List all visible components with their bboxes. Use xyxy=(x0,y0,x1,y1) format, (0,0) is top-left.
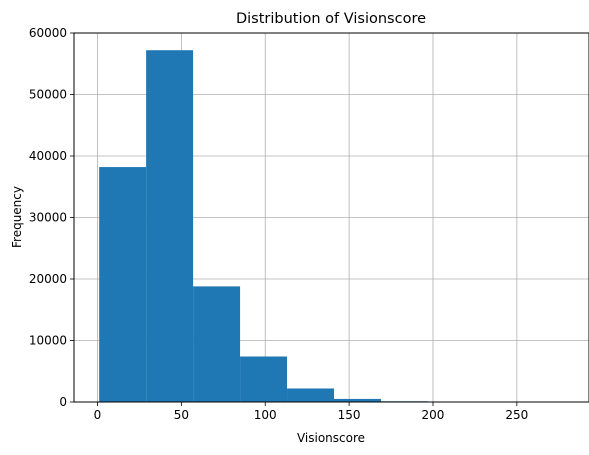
histogram-bars xyxy=(99,50,569,402)
histogram-bar xyxy=(240,356,288,402)
histogram-bar xyxy=(146,50,194,402)
x-tick-label: 150 xyxy=(338,408,361,422)
y-tick-label: 30000 xyxy=(29,211,67,225)
x-tick-label: 100 xyxy=(254,408,277,422)
histogram-bar xyxy=(193,286,241,402)
x-tick-label: 250 xyxy=(505,408,528,422)
histogram-bar xyxy=(287,388,335,402)
chart-title: Distribution of Visionscore xyxy=(236,11,426,27)
x-tick-label: 0 xyxy=(94,408,102,422)
y-tick-label: 10000 xyxy=(29,334,67,348)
y-axis-label: Frequency xyxy=(10,186,24,248)
axis-ticks: 0 50 100 150 200 250 0 10000 20000 30000 40000 5000… xyxy=(29,26,529,422)
x-axis-label: Visionscore xyxy=(297,431,365,445)
x-tick-label: 50 xyxy=(174,408,189,422)
histogram-bar xyxy=(99,167,147,402)
histogram-bar xyxy=(334,398,381,402)
y-tick-label: 40000 xyxy=(29,149,67,163)
y-tick-label: 0 xyxy=(59,395,67,409)
y-tick-label: 20000 xyxy=(29,272,67,286)
x-tick-label: 200 xyxy=(422,408,445,422)
y-tick-label: 60000 xyxy=(29,26,67,40)
y-tick-label: 50000 xyxy=(29,88,67,102)
